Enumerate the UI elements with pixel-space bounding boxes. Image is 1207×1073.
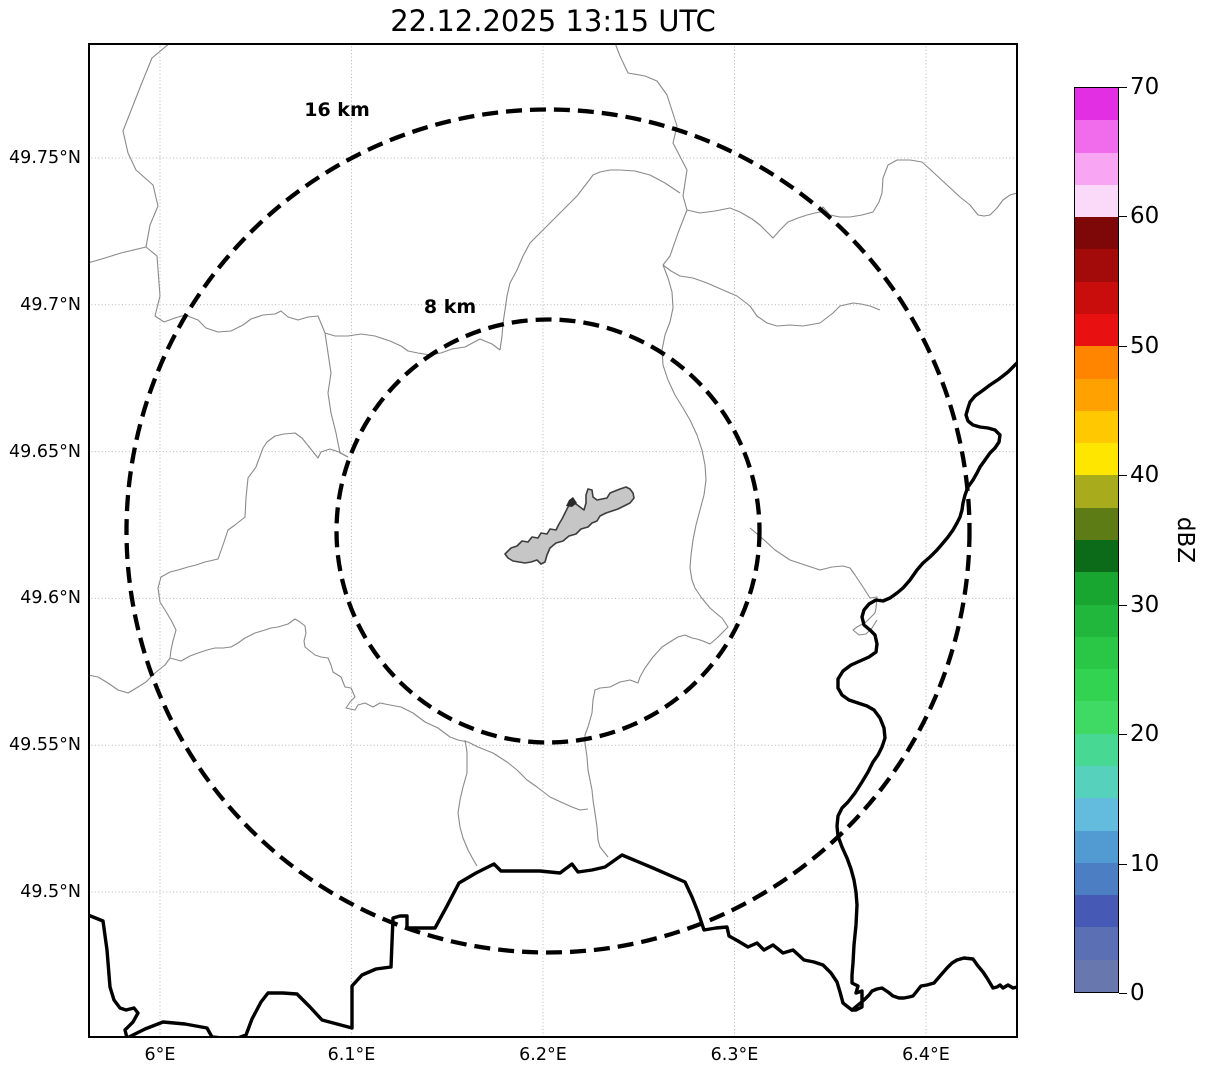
radar-site-marker bbox=[566, 497, 577, 507]
colorbar-segment bbox=[1075, 119, 1118, 153]
colorbar-segment bbox=[1075, 797, 1118, 831]
border-east-river bbox=[835, 361, 1018, 1012]
river-line bbox=[614, 43, 688, 266]
colorbar-segment bbox=[1075, 442, 1118, 476]
colorbar-segment bbox=[1075, 604, 1118, 637]
colorbar-tick bbox=[1119, 216, 1127, 218]
colorbar-segment bbox=[1075, 216, 1118, 250]
colorbar-segment bbox=[1075, 830, 1118, 863]
boundary-line bbox=[662, 264, 881, 327]
admin-boundary-lines bbox=[88, 43, 1018, 867]
boundary-line bbox=[499, 169, 681, 351]
x-tick-label: 6°E bbox=[144, 1045, 176, 1065]
boundary-line bbox=[145, 246, 165, 323]
colorbar-segment bbox=[1075, 571, 1118, 605]
colorbar-tick-label: 60 bbox=[1130, 203, 1160, 230]
colorbar-segment bbox=[1075, 862, 1118, 896]
colorbar-tick bbox=[1119, 475, 1127, 477]
boundary-line bbox=[686, 159, 1018, 239]
colorbar-segment bbox=[1075, 700, 1118, 734]
range-rings bbox=[124, 107, 972, 955]
colorbar-tick-label: 10 bbox=[1130, 850, 1160, 877]
colorbar-tick bbox=[1119, 993, 1127, 994]
radar-map-canvas bbox=[88, 43, 1018, 1038]
colorbar-segment bbox=[1075, 152, 1118, 185]
colorbar-segment bbox=[1075, 539, 1118, 573]
boundary-line bbox=[457, 739, 478, 867]
colorbar-segment bbox=[1075, 926, 1118, 960]
national-border-lines bbox=[88, 361, 1018, 1038]
colorbar-segment bbox=[1075, 184, 1118, 218]
colorbar-segment bbox=[1075, 345, 1118, 379]
colorbar-tick-label: 40 bbox=[1130, 462, 1160, 489]
y-tick-label: 49.65°N bbox=[9, 441, 81, 462]
colorbar-tick-label: 0 bbox=[1130, 980, 1145, 1006]
colorbar-tick bbox=[1119, 734, 1127, 736]
boundary-line bbox=[584, 264, 729, 858]
boundary-line bbox=[157, 432, 589, 811]
colorbar-segment bbox=[1075, 87, 1118, 121]
boundary-line bbox=[324, 332, 349, 458]
boundary-line bbox=[88, 657, 171, 694]
colorbar-segment bbox=[1075, 281, 1118, 314]
colorbar-axis-label: dBZ bbox=[1172, 516, 1198, 564]
colorbar bbox=[1074, 87, 1119, 993]
colorbar-segment bbox=[1075, 959, 1118, 992]
boundary-line bbox=[749, 527, 878, 636]
x-tick-label: 6.3°E bbox=[710, 1045, 759, 1065]
colorbar-segment bbox=[1075, 378, 1118, 411]
urban-area-polygon bbox=[504, 486, 635, 565]
y-tick-label: 49.7°N bbox=[20, 294, 81, 315]
map-plot-area bbox=[88, 43, 1018, 1038]
colorbar-segment bbox=[1075, 636, 1118, 670]
y-tick-label: 49.75°N bbox=[9, 148, 81, 168]
colorbar-tick-label: 30 bbox=[1130, 591, 1160, 618]
colorbar-tick bbox=[1119, 863, 1127, 865]
boundary-line bbox=[88, 246, 147, 264]
colorbar-segment bbox=[1075, 733, 1118, 766]
colorbar-tick-label: 70 bbox=[1130, 74, 1160, 100]
y-tick-label: 49.5°N bbox=[20, 882, 81, 902]
colorbar-segment bbox=[1075, 248, 1118, 282]
colorbar-tick bbox=[1119, 87, 1127, 88]
colorbar-segment bbox=[1075, 668, 1118, 702]
colorbar-tick-label: 50 bbox=[1130, 332, 1160, 359]
x-tick-label: 6.1°E bbox=[327, 1045, 376, 1065]
x-tick-label: 6.4°E bbox=[902, 1045, 950, 1065]
range-ring-8km bbox=[334, 317, 762, 745]
y-tick-label: 49.55°N bbox=[9, 735, 81, 756]
y-tick-label: 49.6°N bbox=[20, 588, 81, 609]
range-ring-label-16km: 16 km bbox=[304, 99, 370, 121]
range-ring-16km bbox=[124, 107, 972, 955]
boundary-line bbox=[122, 43, 171, 248]
colorbar-segment bbox=[1075, 313, 1118, 347]
colorbar-segment bbox=[1075, 410, 1118, 444]
colorbar-segment bbox=[1075, 507, 1118, 540]
colorbar-segment bbox=[1075, 894, 1118, 928]
x-tick-label: 6.2°E bbox=[519, 1045, 567, 1065]
border-south bbox=[88, 853, 854, 1038]
colorbar-tick-label: 20 bbox=[1130, 721, 1160, 748]
plot-border bbox=[88, 43, 1018, 1038]
colorbar-segment bbox=[1075, 474, 1118, 508]
colorbar-tick bbox=[1119, 604, 1127, 606]
range-ring-label-8km: 8 km bbox=[423, 296, 477, 318]
plot-title: 22.12.2025 13:15 UTC bbox=[390, 4, 716, 38]
colorbar-segment bbox=[1075, 765, 1118, 799]
colorbar-tick bbox=[1119, 345, 1127, 347]
boundary-line bbox=[163, 310, 501, 356]
